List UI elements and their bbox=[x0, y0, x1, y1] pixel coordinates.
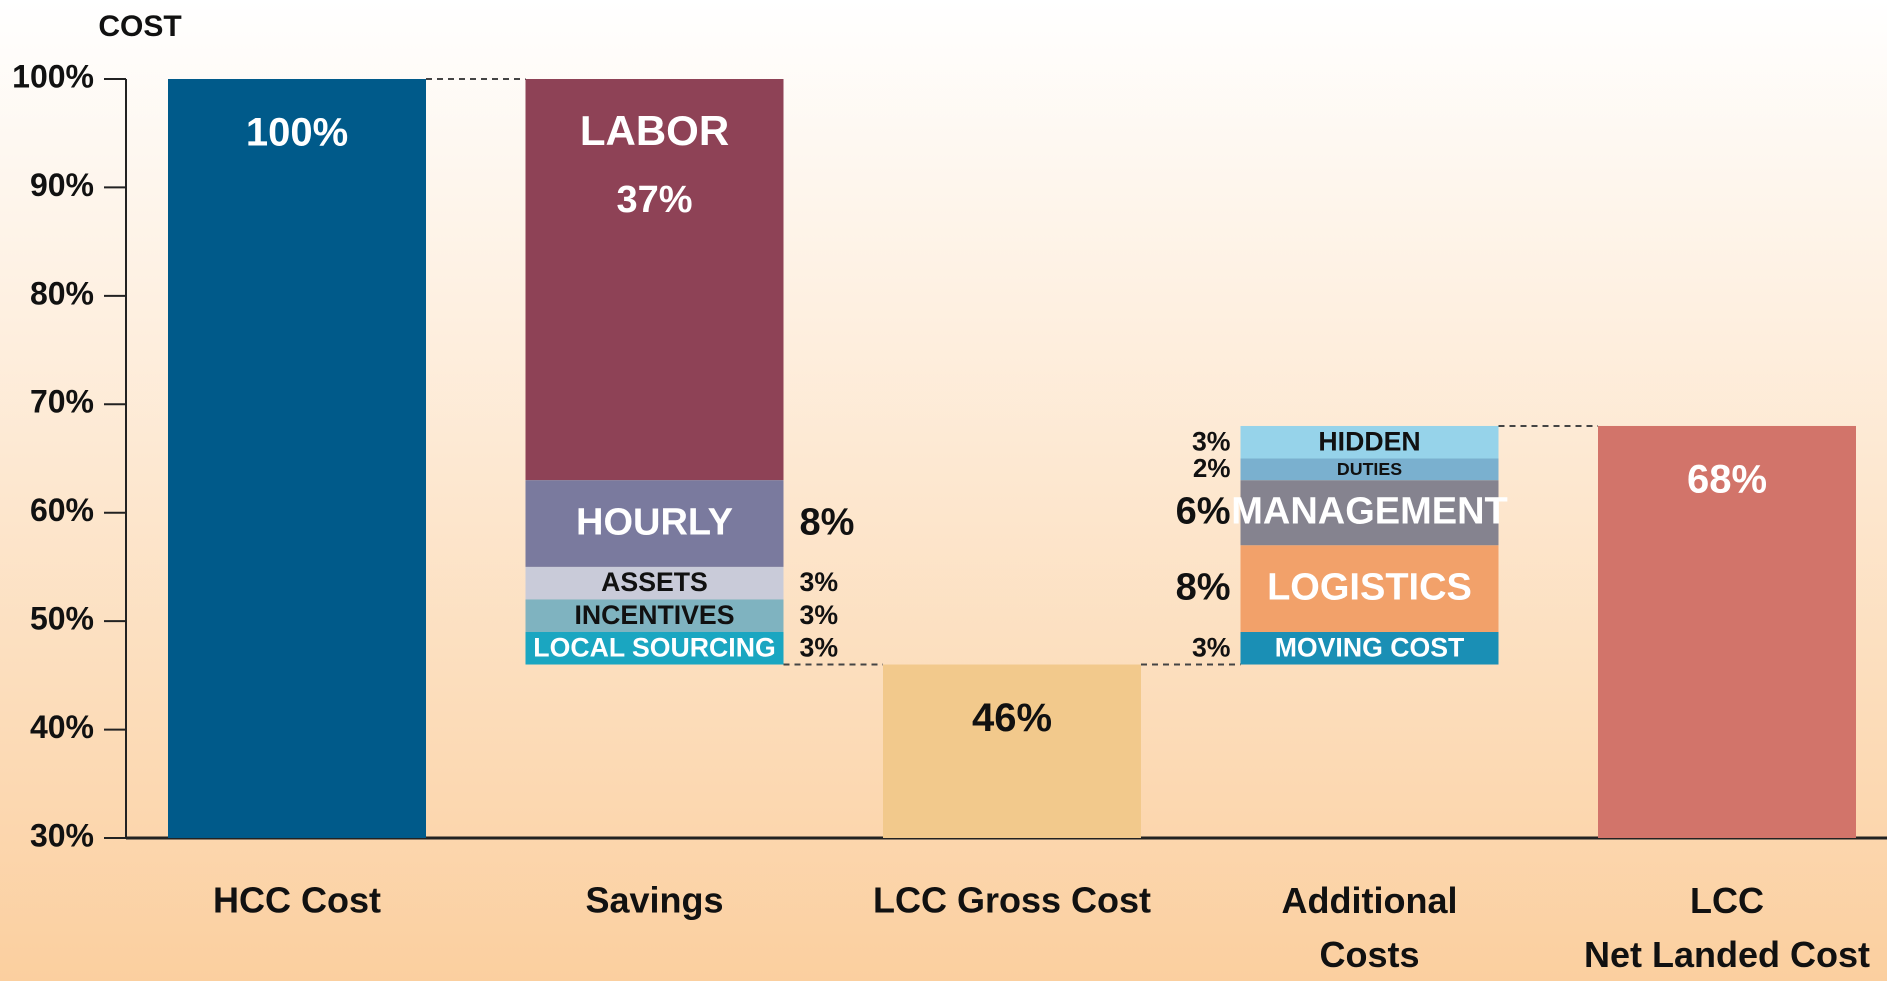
x-tick-label: Savings bbox=[585, 880, 723, 921]
bar-segment bbox=[525, 79, 784, 481]
value-label: 3% bbox=[800, 632, 839, 662]
y-tick-label: 90% bbox=[30, 167, 94, 203]
segment-label: MANAGEMENT bbox=[1231, 491, 1508, 533]
bar-segment bbox=[525, 566, 784, 600]
y-axis-label: COST bbox=[98, 10, 181, 43]
bar-segment bbox=[525, 631, 784, 665]
bar-segment bbox=[525, 599, 784, 632]
y-tick-label: 100% bbox=[12, 58, 94, 94]
y-tick-label: 30% bbox=[30, 817, 94, 853]
segment-label: LOGISTICS bbox=[1267, 567, 1472, 609]
y-tick-label: 50% bbox=[30, 601, 94, 637]
x-tick-label: Additional Costs bbox=[1282, 880, 1458, 975]
segment-label: LOCAL SOURCING bbox=[533, 632, 775, 662]
segment-label: LABOR bbox=[580, 107, 729, 154]
value-label: 3% bbox=[1192, 632, 1231, 662]
bar bbox=[883, 664, 1141, 838]
x-tick-label: HCC Cost bbox=[213, 880, 381, 921]
bar-segment bbox=[525, 480, 784, 567]
segment-label: ASSETS bbox=[601, 567, 708, 597]
y-tick-label: 70% bbox=[30, 384, 94, 420]
bar-segment bbox=[1240, 631, 1499, 665]
bar-segment bbox=[1240, 480, 1499, 546]
value-label: 3% bbox=[800, 567, 839, 597]
value-label: 46% bbox=[972, 696, 1052, 740]
value-label: 2% bbox=[1193, 453, 1231, 483]
value-label: 100% bbox=[246, 111, 348, 155]
bar-segment bbox=[1240, 458, 1499, 481]
bar bbox=[168, 79, 426, 838]
y-tick-label: 40% bbox=[30, 709, 94, 745]
value-label: 8% bbox=[1176, 567, 1231, 609]
y-tick-label: 60% bbox=[30, 492, 94, 528]
value-label: 3% bbox=[800, 600, 839, 630]
value-label: 6% bbox=[1176, 491, 1231, 533]
value-label: 8% bbox=[800, 502, 855, 544]
segment-label: DUTIES bbox=[1337, 459, 1402, 479]
segment-label: HOURLY bbox=[576, 502, 733, 544]
bar-segment bbox=[1240, 545, 1499, 632]
segment-label: INCENTIVES bbox=[575, 600, 735, 630]
y-tick-label: 80% bbox=[30, 275, 94, 311]
value-label: 3% bbox=[1192, 426, 1231, 456]
bar-segment bbox=[1240, 425, 1499, 459]
segment-label: HIDDEN bbox=[1318, 426, 1420, 456]
x-tick-label: LCC Net Landed Cost bbox=[1584, 880, 1870, 975]
x-tick-label: LCC Gross Cost bbox=[873, 880, 1151, 921]
segment-label: MOVING COST bbox=[1275, 632, 1465, 662]
value-label: 37% bbox=[616, 179, 692, 221]
bar bbox=[1598, 425, 1856, 838]
value-label: 68% bbox=[1687, 458, 1767, 502]
